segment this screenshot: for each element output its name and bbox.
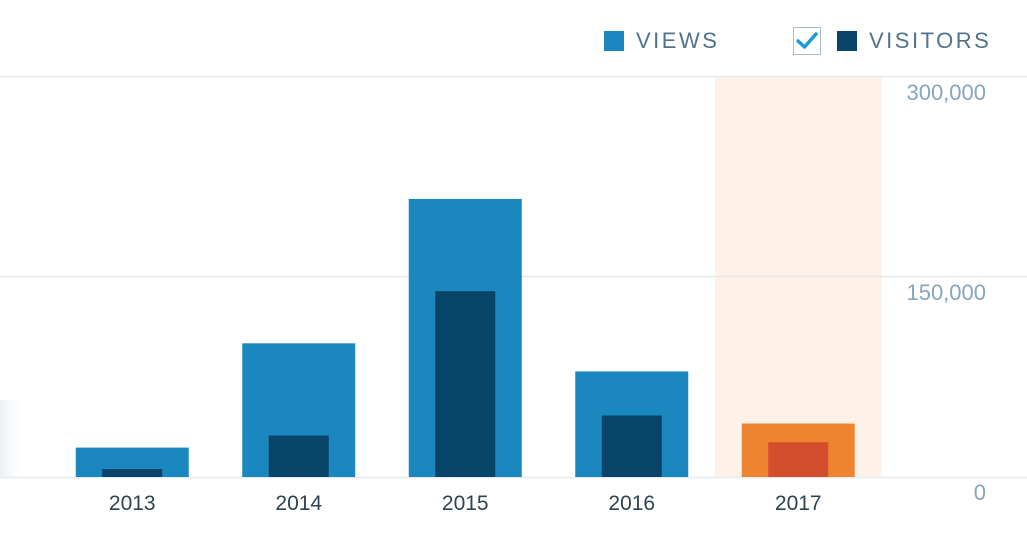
y-tick-label: 0 xyxy=(974,480,986,505)
x-tick-label: 2017 xyxy=(775,492,822,515)
left-fade xyxy=(0,400,24,477)
chart-legend: VIEWS VISITORS xyxy=(0,24,1027,58)
legend-item-visitors[interactable]: VISITORS xyxy=(793,24,991,58)
checkmark-icon xyxy=(796,32,818,49)
legend-item-views[interactable]: VIEWS xyxy=(604,24,719,58)
legend-visitors-label: VISITORS xyxy=(869,28,992,53)
y-tick-label: 300,000 xyxy=(906,80,986,105)
visitors-bar-2016 xyxy=(601,415,662,477)
visitors-bar-2013 xyxy=(102,468,163,477)
x-tick-label: 2013 xyxy=(109,492,156,515)
views-swatch xyxy=(604,31,624,51)
y-tick-label: 150,000 xyxy=(906,280,986,305)
legend-views-label: VIEWS xyxy=(636,28,720,53)
x-tick-label: 2016 xyxy=(608,492,655,515)
visitors-bar-2017 xyxy=(768,442,829,477)
x-tick-label: 2014 xyxy=(275,492,322,515)
visitors-checkbox[interactable] xyxy=(793,27,821,55)
visitors-bar-2014 xyxy=(268,435,329,477)
visitors-swatch xyxy=(837,31,857,51)
visitors-bar-2015 xyxy=(435,291,496,477)
x-tick-label: 2015 xyxy=(442,492,489,515)
